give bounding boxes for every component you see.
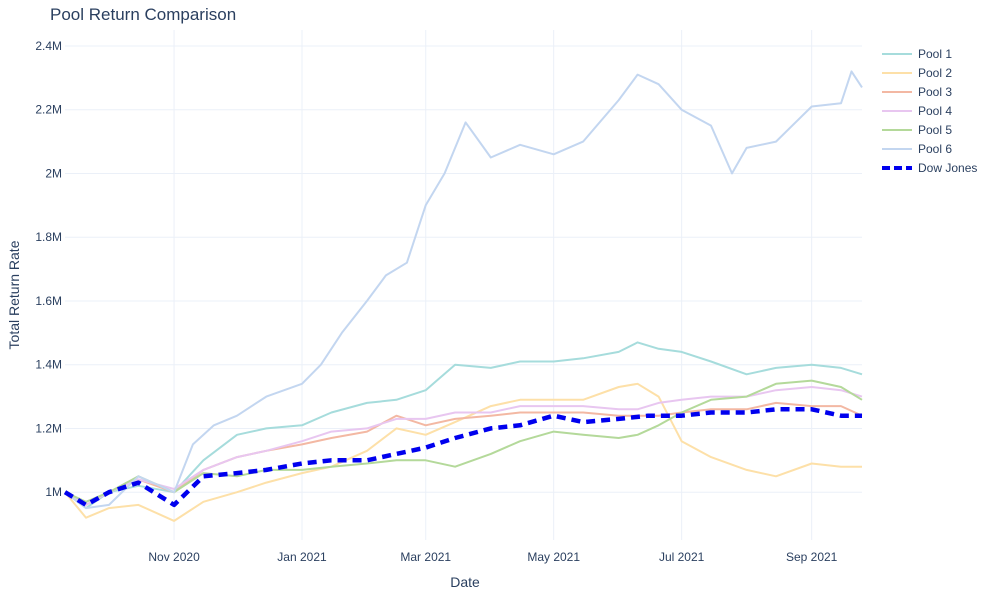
series-line-7 xyxy=(63,407,862,508)
legend-item[interactable]: Pool 3 xyxy=(882,85,952,99)
legend-label: Pool 3 xyxy=(918,85,952,99)
series-line-1 xyxy=(64,341,863,510)
series-line-4 xyxy=(64,386,863,506)
series-line-3 xyxy=(64,401,863,506)
legend-label: Pool 5 xyxy=(918,123,952,137)
series-layer xyxy=(63,70,863,522)
grid-lines xyxy=(65,30,862,540)
x-tick-label: Jan 2021 xyxy=(277,550,327,564)
y-tick-label: 1.2M xyxy=(35,421,62,435)
x-axis-ticks: Nov 2020 Jan 2021 Mar 2021 May 2021 Jul 2021… xyxy=(148,550,837,564)
y-axis-title: Total Return Rate xyxy=(6,240,22,349)
x-tick-label: Nov 2020 xyxy=(148,550,200,564)
legend-item[interactable]: Pool 6 xyxy=(882,142,952,156)
legend-item[interactable]: Pool 5 xyxy=(882,123,952,137)
legend[interactable]: Pool 1 Pool 2 Pool 3 Pool 4 Pool 5 Pool 6 Dow … xyxy=(882,47,977,175)
series-line-5 xyxy=(64,379,863,503)
legend-item[interactable]: Dow Jones xyxy=(882,161,977,175)
series-line-2 xyxy=(64,382,862,522)
series-line-6 xyxy=(64,70,863,510)
x-tick-label: Mar 2021 xyxy=(400,550,451,564)
legend-label: Pool 1 xyxy=(918,47,952,61)
legend-label: Pool 2 xyxy=(918,66,952,80)
legend-item[interactable]: Pool 4 xyxy=(882,104,952,118)
x-tick-label: May 2021 xyxy=(527,550,580,564)
x-axis-title: Date xyxy=(450,574,480,590)
y-tick-label: 1.4M xyxy=(35,358,62,372)
y-tick-label: 1M xyxy=(45,485,62,499)
y-tick-label: 2M xyxy=(45,166,62,180)
y-tick-label: 2.4M xyxy=(35,39,62,53)
y-tick-label: 1.8M xyxy=(35,230,62,244)
legend-label: Dow Jones xyxy=(918,161,977,175)
legend-label: Pool 4 xyxy=(918,104,952,118)
legend-label: Pool 6 xyxy=(918,142,952,156)
x-tick-label: Jul 2021 xyxy=(659,550,705,564)
chart-title: Pool Return Comparison xyxy=(50,5,236,24)
y-tick-label: 1.6M xyxy=(35,294,62,308)
y-tick-label: 2.2M xyxy=(35,103,62,117)
y-axis-ticks: 1M 1.2M 1.4M 1.6M 1.8M 2M 2.2M 2.4M xyxy=(35,39,62,499)
legend-item[interactable]: Pool 1 xyxy=(882,47,952,61)
legend-item[interactable]: Pool 2 xyxy=(882,66,952,80)
x-tick-label: Sep 2021 xyxy=(786,550,838,564)
